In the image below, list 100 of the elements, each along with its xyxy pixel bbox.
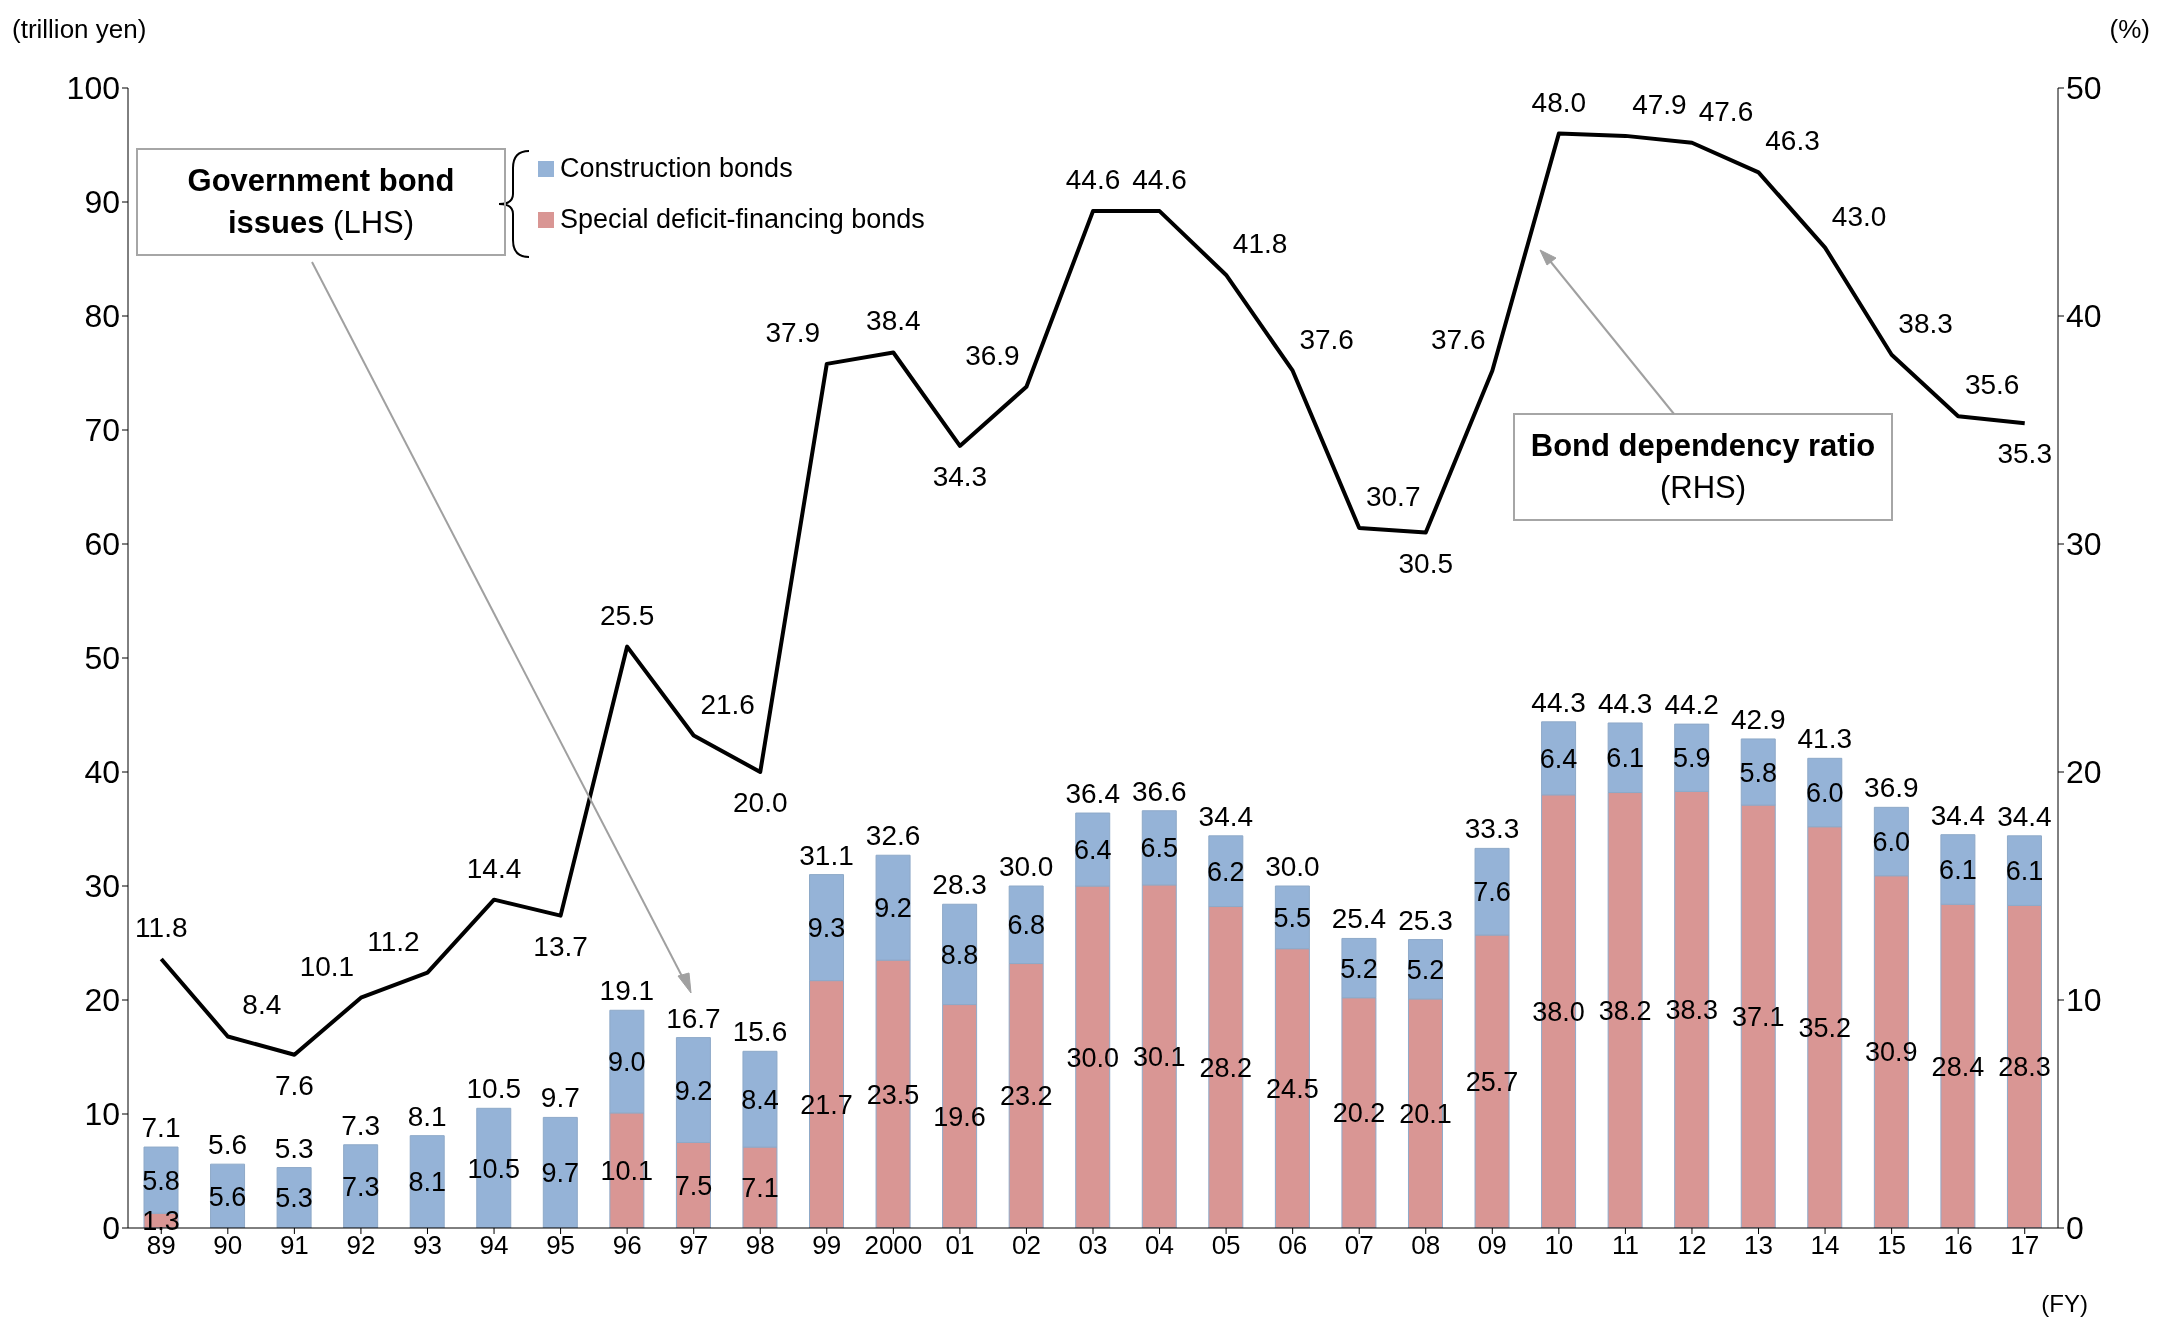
x-tick-label: 16 xyxy=(1943,1230,1973,1261)
y-tick-label: 10 xyxy=(84,1096,120,1133)
x-tick-label: 04 xyxy=(1145,1230,1175,1261)
data-label: 6.1 xyxy=(1606,743,1644,774)
total-label: 34.4 xyxy=(1930,799,1986,831)
total-label: 44.3 xyxy=(1531,686,1586,718)
data-label: 38.0 xyxy=(1532,996,1585,1027)
data-label: 9.2 xyxy=(674,1075,713,1106)
data-label: 46.3 xyxy=(1765,125,1820,157)
x-tick-label: 13 xyxy=(1744,1230,1773,1261)
data-label: 43.0 xyxy=(1831,200,1887,232)
data-label: 44.6 xyxy=(1065,164,1121,196)
x-tick-label: 93 xyxy=(413,1230,442,1261)
bar xyxy=(409,1135,445,1228)
y2-tick-label: 40 xyxy=(2066,298,2102,335)
data-label: 44.6 xyxy=(1132,164,1187,196)
x-tick-label: 05 xyxy=(1211,1230,1241,1261)
data-label: 5.5 xyxy=(1273,902,1312,933)
data-label: 6.4 xyxy=(1073,835,1112,866)
x-tick-label: 09 xyxy=(1477,1230,1507,1261)
data-label: 9.3 xyxy=(807,913,846,944)
total-label: 5.3 xyxy=(274,1132,314,1164)
bar xyxy=(542,1116,578,1228)
data-label: 10.1 xyxy=(600,1156,654,1187)
data-label: 21.6 xyxy=(700,688,755,720)
data-label: 30.9 xyxy=(1865,1037,1918,1068)
x-axis-title: (FY) xyxy=(2041,1290,2088,1318)
total-label: 10.5 xyxy=(466,1073,522,1105)
data-label: 8.4 xyxy=(242,989,282,1021)
y-tick-label: 90 xyxy=(84,184,120,221)
y2-axis-title: (%) xyxy=(2109,14,2150,45)
data-label: 28.4 xyxy=(1931,1051,1985,1082)
total-label: 5.6 xyxy=(208,1129,248,1161)
x-tick-label: 15 xyxy=(1877,1230,1907,1261)
y-tick-label: 80 xyxy=(84,298,120,335)
x-tick-label: 96 xyxy=(612,1230,642,1261)
total-label: 7.1 xyxy=(141,1112,181,1144)
data-label: 20.2 xyxy=(1332,1098,1386,1129)
data-label: 5.2 xyxy=(1406,954,1445,985)
data-label: 23.2 xyxy=(999,1081,1053,1112)
total-label: 25.3 xyxy=(1398,904,1453,936)
data-label: 41.8 xyxy=(1232,227,1288,259)
data-label: 30.5 xyxy=(1398,547,1454,579)
total-label: 28.3 xyxy=(932,869,987,901)
x-tick-label: 92 xyxy=(346,1230,376,1261)
total-label: 31.1 xyxy=(799,839,854,871)
total-label: 41.3 xyxy=(1797,723,1853,755)
data-label: 6.8 xyxy=(1007,910,1045,941)
data-label: 5.2 xyxy=(1340,953,1378,984)
data-label: 23.5 xyxy=(866,1079,920,1110)
legend-label: Special deficit-financing bonds xyxy=(560,204,925,235)
x-tick-label: 99 xyxy=(812,1230,842,1261)
data-label: 6.1 xyxy=(1939,855,1977,886)
x-tick-label: 95 xyxy=(546,1230,576,1261)
total-label: 30.0 xyxy=(1265,851,1320,882)
y-tick-label: 70 xyxy=(84,412,120,449)
data-label: 28.2 xyxy=(1199,1052,1253,1083)
data-label: 38.2 xyxy=(1598,995,1652,1026)
data-label: 5.8 xyxy=(142,1165,180,1196)
total-label: 25.4 xyxy=(1331,903,1387,935)
total-label: 33.3 xyxy=(1464,813,1520,845)
data-label: 24.5 xyxy=(1266,1073,1319,1104)
data-label: 47.9 xyxy=(1632,88,1687,120)
data-label: 38.3 xyxy=(1665,995,1718,1026)
x-tick-label: 08 xyxy=(1411,1230,1441,1261)
data-label: 30.7 xyxy=(1365,481,1421,513)
total-label: 36.6 xyxy=(1132,775,1187,807)
annotation: Government bond issues (LHS) xyxy=(136,148,506,256)
y-tick-label: 40 xyxy=(84,754,120,791)
data-label: 6.4 xyxy=(1539,743,1578,774)
data-label: 14.4 xyxy=(466,852,522,884)
data-label: 9.0 xyxy=(608,1047,646,1078)
legend-label: Construction bonds xyxy=(560,153,793,184)
data-label: 28.3 xyxy=(1998,1052,2051,1083)
total-label: 44.3 xyxy=(1597,687,1653,719)
y-tick-label: 30 xyxy=(84,868,120,905)
y-tick-label: 50 xyxy=(84,640,120,677)
x-tick-label: 11 xyxy=(1611,1230,1639,1261)
data-label: 47.6 xyxy=(1698,95,1754,127)
x-tick-label: 01 xyxy=(945,1230,975,1261)
total-label: 15.6 xyxy=(732,1016,788,1048)
data-label: 6.1 xyxy=(2005,856,2044,887)
x-tick-label: 89 xyxy=(146,1230,176,1261)
total-label: 36.4 xyxy=(1065,778,1120,810)
total-label: 36.9 xyxy=(1864,772,1919,804)
total-label: 19.1 xyxy=(599,975,655,1007)
data-label: 8.8 xyxy=(940,939,979,970)
data-label: 11.8 xyxy=(135,911,188,943)
data-label: 30.1 xyxy=(1132,1042,1186,1073)
y-tick-label: 0 xyxy=(102,1210,120,1247)
data-label: 9.2 xyxy=(874,893,912,924)
data-label: 9.7 xyxy=(541,1158,580,1189)
x-tick-label: 97 xyxy=(679,1230,709,1261)
total-label: 42.9 xyxy=(1730,703,1786,735)
total-label: 9.7 xyxy=(540,1082,580,1114)
data-label: 10.5 xyxy=(467,1153,521,1184)
data-label: 7.6 xyxy=(1473,877,1511,908)
total-label: 8.1 xyxy=(407,1100,447,1132)
data-label: 5.6 xyxy=(208,1181,247,1212)
data-label: 25.7 xyxy=(1465,1067,1519,1098)
